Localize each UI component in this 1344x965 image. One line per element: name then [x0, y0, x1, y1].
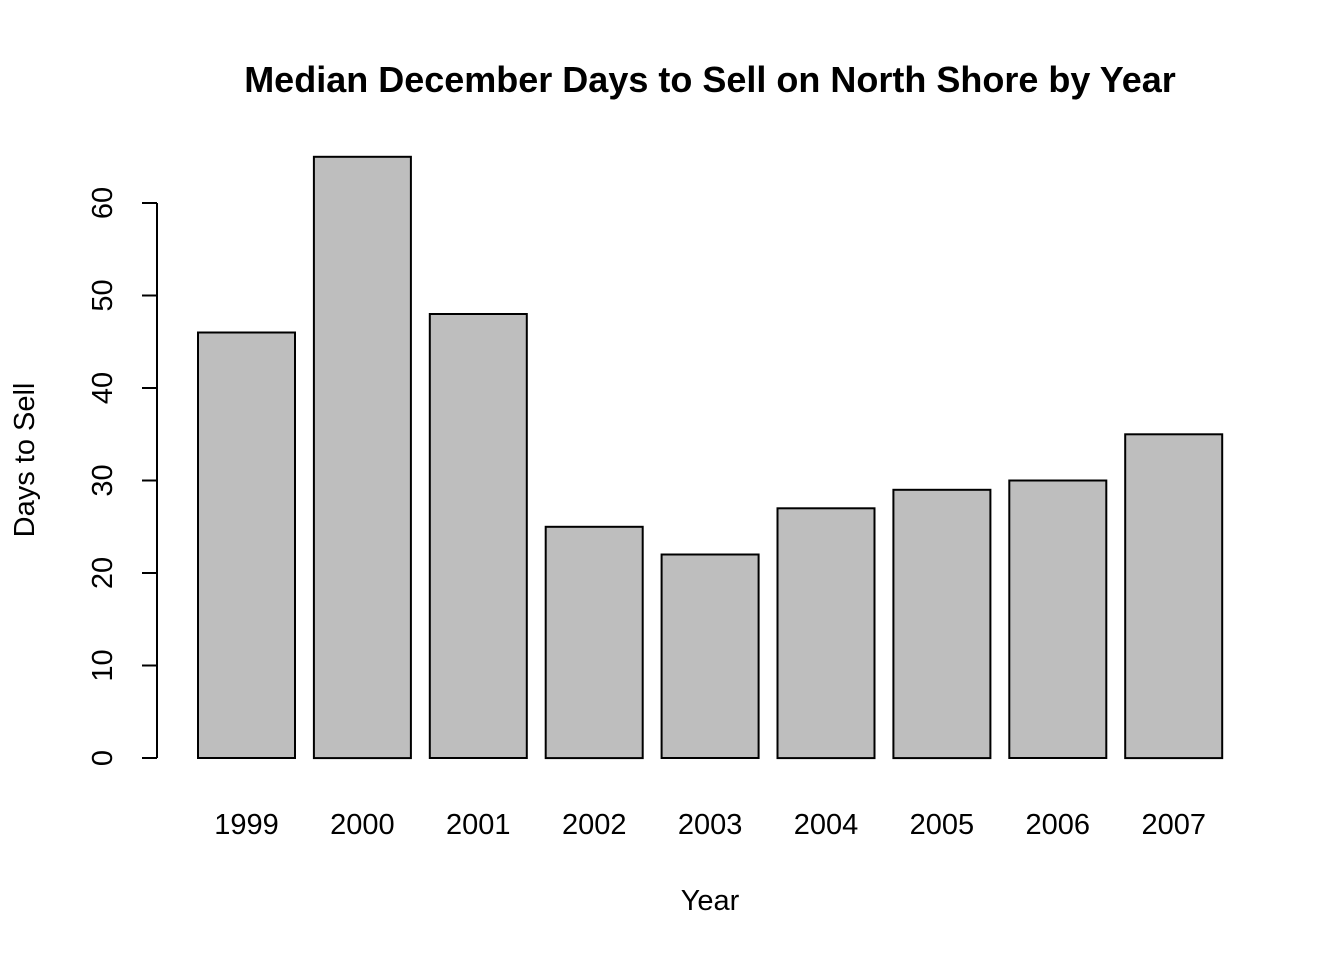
y-tick-label: 50: [87, 279, 119, 311]
y-axis: 0 10 20 30 40 50 60: [87, 187, 158, 766]
y-axis-label: Days to Sell: [9, 383, 41, 538]
x-tick-label: 2003: [678, 809, 743, 841]
bar-2000: [312, 155, 412, 760]
bar-2007: [1124, 433, 1224, 760]
y-tick-label: 40: [87, 372, 119, 404]
bar-1999: [197, 331, 296, 759]
bars-group: [197, 155, 1224, 760]
x-tick-label: 2004: [794, 809, 859, 841]
bar-2004: [776, 507, 876, 760]
x-tick-label: 1999: [214, 809, 279, 841]
chart-title: Median December Days to Sell on North Sh…: [244, 59, 1176, 100]
x-tick-label: 2005: [910, 809, 975, 841]
y-tick-label: 60: [87, 187, 119, 219]
x-tick-label: 2006: [1026, 809, 1091, 841]
x-tick-label: 2002: [562, 809, 627, 841]
x-tick-label: 2007: [1141, 809, 1206, 841]
x-axis-label: Year: [681, 885, 740, 917]
y-tick-label: 30: [87, 464, 119, 496]
y-tick-label: 10: [87, 649, 119, 681]
bar-2001: [428, 313, 528, 759]
y-tick-label: 20: [87, 557, 119, 589]
y-tick-label: 0: [87, 750, 119, 766]
bar-2002: [544, 525, 644, 760]
bar-2005: [892, 488, 992, 760]
x-tick-label: 2001: [446, 809, 511, 841]
x-tick-label: 2000: [330, 809, 395, 841]
bar-2006: [1008, 479, 1108, 759]
bar-2003: [660, 553, 760, 759]
x-tick-labels: 1999 2000 2001 2002 2003 2004 2005 2006 2007: [214, 809, 1206, 841]
